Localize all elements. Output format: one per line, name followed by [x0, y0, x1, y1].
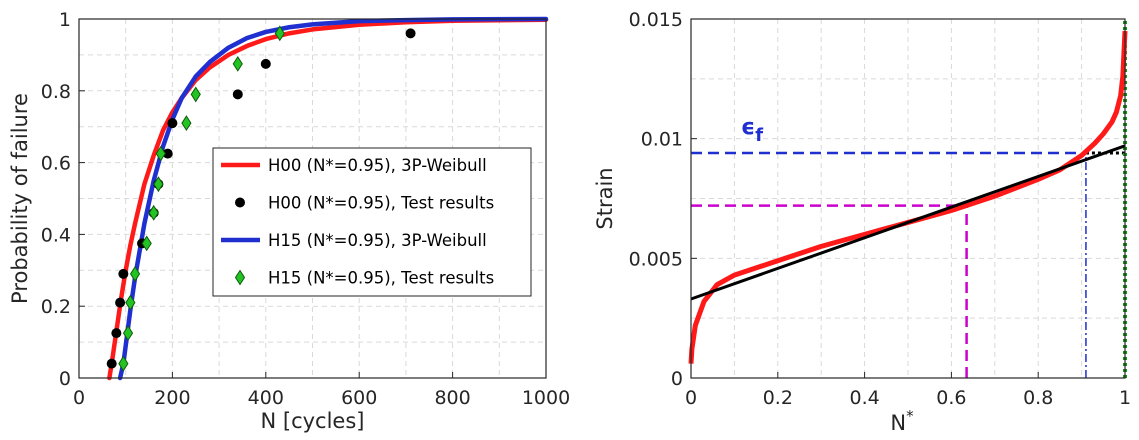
x-tick-label: 0.4 — [849, 387, 879, 409]
h15-test-point — [153, 176, 164, 193]
y-tick-label: 0.005 — [629, 248, 683, 270]
x-tick-label: 200 — [154, 387, 190, 409]
x-tick-label: 400 — [248, 387, 284, 409]
axes-frame — [78, 18, 547, 379]
y-axis-label: Strain — [593, 167, 617, 229]
x-tick-label: 800 — [434, 387, 470, 409]
y-tick-label: 0.6 — [41, 153, 71, 175]
x-tick-label: 0.2 — [763, 387, 793, 409]
h00-test-point — [260, 58, 271, 69]
h15-test-point — [129, 265, 141, 282]
y-tick-label: 0.01 — [641, 129, 683, 151]
x-tick-label: 0 — [73, 387, 85, 409]
h00-test-point — [111, 328, 122, 339]
h15-test-point — [125, 294, 136, 311]
axes-frame — [690, 18, 1126, 379]
legend: H00 (N*=0.95), 3P-Weibull H00 (N*=0.95), … — [212, 147, 532, 297]
y-tick-label: 0.8 — [41, 81, 71, 103]
legend-label: H15 (N*=0.95), Test results — [268, 269, 494, 288]
linear-fit-line — [690, 144, 1126, 301]
x-tick-label: 0.8 — [1023, 387, 1053, 409]
legend-box — [212, 147, 532, 297]
x-tick-label: 0 — [685, 387, 697, 409]
h00-test-point — [162, 148, 173, 159]
legend-marker-swatch — [235, 197, 245, 208]
legend-marker-swatch — [234, 269, 246, 286]
h15-test-point — [181, 115, 192, 132]
h15-test-point — [141, 235, 152, 252]
legend-label: H00 (N*=0.95), 3P-Weibull — [268, 156, 487, 175]
y-tick-label: 0.2 — [41, 296, 71, 318]
legend-label: H00 (N*=0.95), Test results — [268, 194, 494, 213]
h15-test-point — [118, 355, 129, 372]
x-tick-label: 600 — [341, 387, 377, 409]
h15-test-point — [274, 25, 285, 42]
y-tick-label: 0.015 — [629, 9, 683, 31]
h15-test-point — [122, 325, 134, 342]
h15-test-point — [190, 86, 201, 103]
y-tick-label: 0 — [671, 368, 683, 390]
x-axis-label: N* — [890, 407, 914, 435]
h00-test-point — [106, 358, 117, 369]
h15-test-point — [232, 55, 243, 72]
y-axis-label: Probability of failure — [8, 93, 32, 304]
y-tick-label: 1 — [59, 9, 71, 31]
legend-label: H15 (N*=0.95), 3P-Weibull — [268, 231, 487, 250]
x-tick-label: 1000 — [522, 387, 570, 409]
epsilon-f-annotation: ϵf — [741, 115, 763, 146]
h00-test-point — [115, 297, 126, 308]
left-chart: 0 200 400 600 800 1000 0 0.2 0.4 0.6 0.8 1 H00 (N*=0… — [8, 9, 570, 433]
h00-test-point — [118, 268, 129, 279]
y-tick-label: 0.4 — [41, 224, 71, 246]
h00-test-point — [232, 89, 243, 100]
x-tick-label: 1 — [1119, 387, 1131, 409]
y-tick-label: 0 — [59, 368, 71, 390]
h00-test-point — [405, 28, 416, 39]
x-tick-label: 0.6 — [936, 387, 966, 409]
h00-test-point — [167, 118, 178, 129]
h15-test-point — [148, 204, 159, 221]
right-chart: 0 0.2 0.4 0.6 0.8 1 0 0.005 0.01 0.015 ϵf N* Strain — [593, 9, 1131, 435]
x-axis-label: N [cycles] — [261, 409, 365, 433]
h15-test-point — [155, 145, 166, 162]
